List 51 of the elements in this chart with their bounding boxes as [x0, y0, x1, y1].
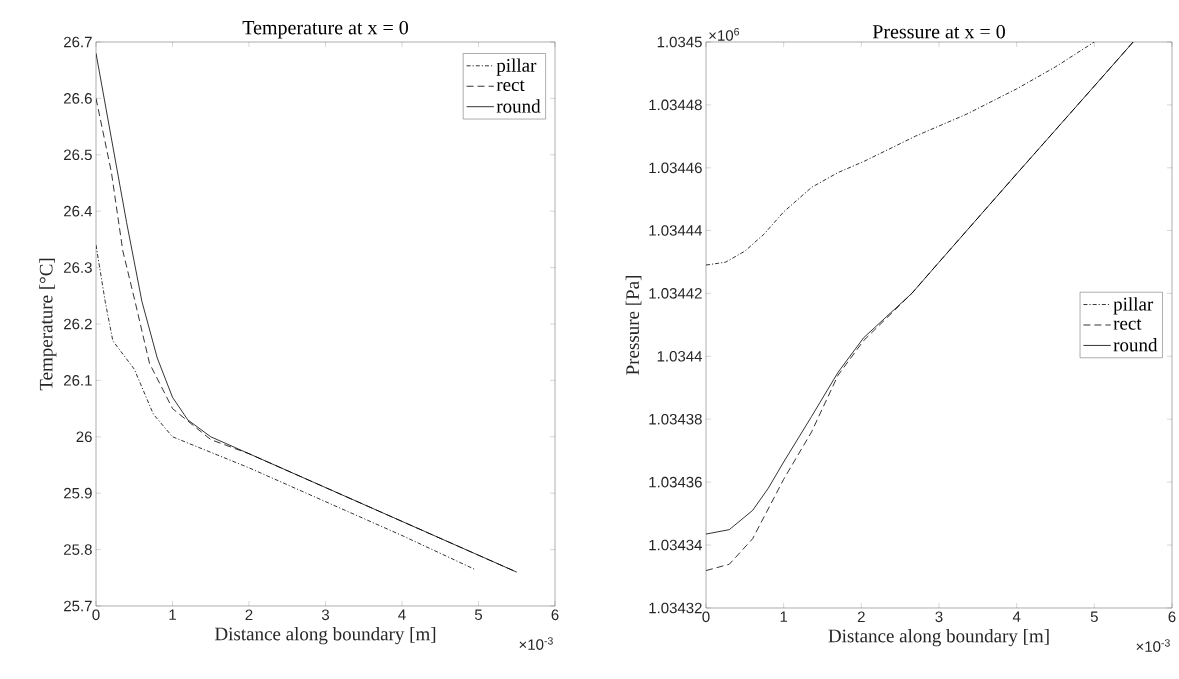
legend-label: round: [496, 99, 541, 113]
y-tick-label: 26.2: [64, 318, 92, 330]
x-tick-label: 2: [857, 611, 865, 622]
x-tick-label: 6: [1168, 611, 1176, 623]
y-tick-label: 26: [76, 431, 92, 443]
chart-title: Pressure at x = 0: [872, 24, 1005, 39]
legend-label: pillar: [496, 58, 537, 76]
x-tick-label: 6: [551, 609, 559, 621]
y-tick-label: 1.03438: [649, 413, 702, 425]
line-series: [706, 41, 1095, 266]
y-tick-label: 26.6: [64, 93, 92, 104]
y-tick-label: 1.03436: [649, 476, 702, 488]
x-tick-label: 0: [92, 609, 100, 621]
x-tick-label: 4: [398, 609, 406, 620]
legend-label: round: [1113, 338, 1158, 352]
y-tick-label: 26.1: [64, 375, 92, 386]
y-tick-label: 1.0345: [657, 36, 702, 48]
x-tick-label: 1: [169, 609, 176, 620]
y-tick-label: 1.03446: [649, 162, 702, 174]
y-tick-label: 26.4: [64, 205, 93, 217]
y-tick-label: 1.03442: [649, 288, 702, 299]
y-tick-label: 25.7: [64, 600, 92, 612]
y-tick-label: 1.03432: [649, 602, 702, 614]
x-axis-title: Distance along boundary [m]: [828, 629, 1049, 647]
x-axis-title: Distance along boundary [m]: [214, 627, 436, 645]
y-axis-title: Temperature [°C]: [39, 258, 57, 391]
x-tick-label: 2: [245, 609, 253, 620]
text: ×10$^{-3}$: [519, 637, 553, 650]
y-tick-label: 25.8: [64, 544, 92, 555]
y-tick-label: 1.03444: [649, 225, 703, 236]
text: ×10$^{6}$: [709, 28, 740, 41]
y-axis-title: Pressure [Pa]: [625, 276, 642, 375]
y-tick-label: 26.7: [64, 36, 92, 48]
legend-label: rect: [496, 80, 525, 92]
y-tick-label: 26.5: [64, 149, 92, 161]
x-tick-label: 4: [1012, 611, 1021, 622]
y-tick-label: 25.9: [64, 487, 92, 499]
x-tick-label: 0: [702, 611, 710, 623]
x-tick-label: 5: [474, 609, 483, 620]
y-tick-label: 26.3: [64, 262, 92, 273]
text: ×10$^{-3}$: [1136, 639, 1170, 652]
y-tick-label: 1.0344: [657, 350, 703, 362]
x-tick-label: 1: [780, 611, 788, 622]
x-tick-label: 3: [935, 611, 943, 623]
chart-title: Temperature at x = 0: [242, 20, 408, 39]
x-tick-label: 3: [321, 609, 330, 621]
legend-label: pillar: [1113, 297, 1154, 315]
y-tick-label: 1.03448: [649, 99, 702, 111]
legend-label: rect: [1113, 318, 1142, 330]
y-tick-label: 1.03434: [649, 539, 703, 551]
x-tick-label: 5: [1090, 611, 1098, 622]
